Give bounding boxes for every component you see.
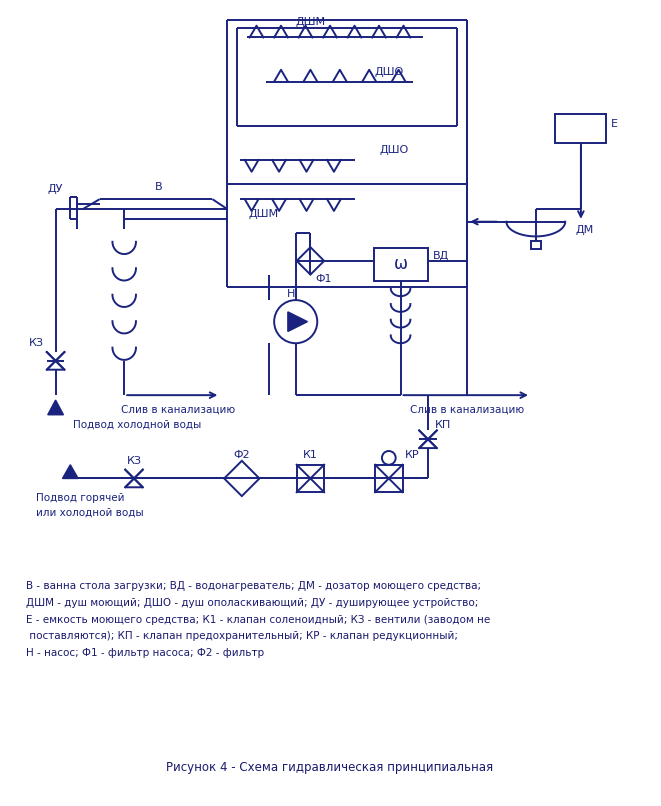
Text: поставляются); КП - клапан предохранительный; КР - клапан редукционный;: поставляются); КП - клапан предохранител… bbox=[26, 631, 458, 642]
Text: Н - насос; Ф1 - фильтр насоса; Ф2 - фильтр: Н - насос; Ф1 - фильтр насоса; Ф2 - филь… bbox=[26, 648, 264, 658]
Text: В - ванна стола загрузки; ВД - водонагреватель; ДМ - дозатор моющего средства;: В - ванна стола загрузки; ВД - водонагре… bbox=[26, 581, 481, 592]
Text: ДУ: ДУ bbox=[48, 185, 63, 194]
Text: ω: ω bbox=[393, 255, 408, 273]
Bar bbox=[531, 241, 541, 249]
Text: К1: К1 bbox=[303, 450, 318, 460]
Bar bbox=[374, 248, 428, 280]
Bar bbox=[555, 114, 606, 143]
Text: ДМ: ДМ bbox=[575, 225, 594, 235]
Text: КЗ: КЗ bbox=[28, 339, 44, 348]
Polygon shape bbox=[288, 312, 307, 331]
Polygon shape bbox=[48, 400, 63, 415]
Text: Ф2: Ф2 bbox=[233, 450, 250, 460]
Text: КР: КР bbox=[405, 450, 420, 460]
Text: Слив в канализацию: Слив в канализацию bbox=[121, 405, 235, 415]
Bar bbox=[297, 465, 324, 492]
Text: ВД: ВД bbox=[433, 251, 449, 261]
Bar bbox=[375, 465, 403, 492]
Text: КЗ: КЗ bbox=[126, 456, 141, 466]
Polygon shape bbox=[63, 465, 78, 479]
Text: Е: Е bbox=[611, 118, 618, 129]
Text: Подвод холодной воды: Подвод холодной воды bbox=[73, 420, 202, 430]
Text: Ф1: Ф1 bbox=[315, 273, 332, 284]
Text: Слив в канализацию: Слив в канализацию bbox=[410, 405, 524, 415]
Text: Подвод горячей: Подвод горячей bbox=[36, 493, 124, 503]
Text: ДШМ: ДШМ bbox=[295, 17, 326, 27]
Text: ДШМ: ДШМ bbox=[249, 209, 279, 219]
Text: Н: Н bbox=[287, 289, 295, 299]
Text: Рисунок 4 - Схема гидравлическая принципиальная: Рисунок 4 - Схема гидравлическая принцип… bbox=[167, 761, 494, 774]
Text: В: В bbox=[155, 182, 163, 193]
Text: Е - емкость моющего средства; К1 - клапан соленоидный; КЗ - вентили (заводом не: Е - емкость моющего средства; К1 - клапа… bbox=[26, 615, 490, 625]
Text: ДШМ - душ моющий; ДШО - душ ополаскивающий; ДУ - душирующее устройство;: ДШМ - душ моющий; ДШО - душ ополаскивающ… bbox=[26, 598, 479, 608]
Text: ДШО: ДШО bbox=[379, 145, 408, 156]
Text: ДШО: ДШО bbox=[374, 67, 403, 77]
Text: или холодной воды: или холодной воды bbox=[36, 508, 143, 517]
Text: КП: КП bbox=[434, 420, 451, 430]
